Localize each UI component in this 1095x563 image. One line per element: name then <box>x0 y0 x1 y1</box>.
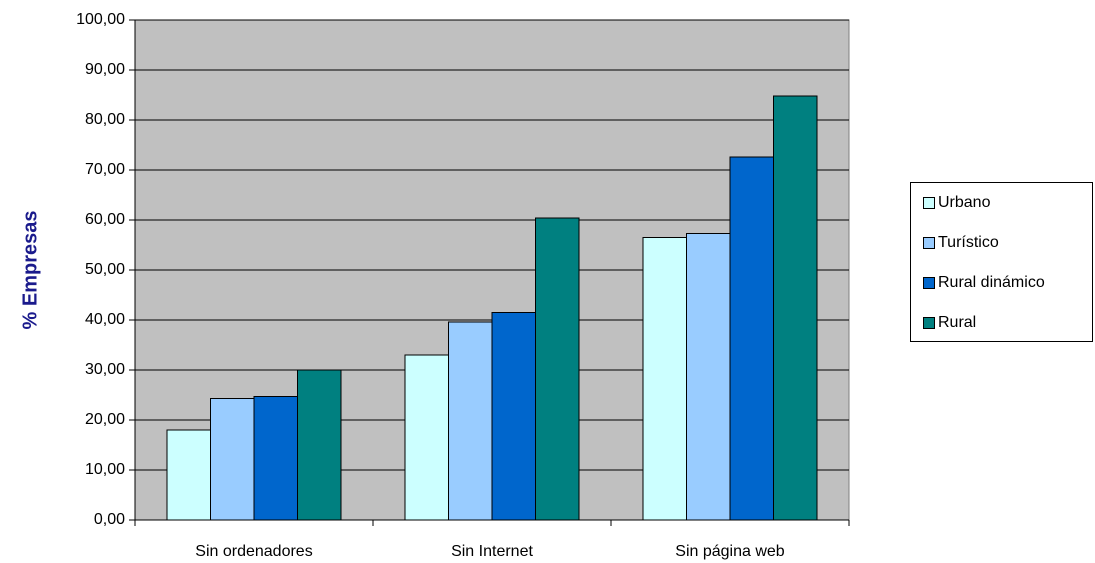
bar-urbano-2 <box>404 354 449 521</box>
y-tick-label: 100,00 <box>76 11 125 28</box>
y-axis-label: % Empresas <box>19 211 41 330</box>
y-tick-label: 30,00 <box>85 361 125 378</box>
bar-tur-stico-1 <box>210 398 255 521</box>
bar-rural-din-mico-2 <box>491 312 536 521</box>
y-tick-label: 90,00 <box>85 61 125 78</box>
y-tick-label: 80,00 <box>85 111 125 128</box>
legend-label: Turístico <box>938 234 999 251</box>
legend-swatch <box>923 237 935 249</box>
legend-swatch <box>923 317 935 329</box>
legend-item: Urbano <box>923 193 990 213</box>
y-tick-label: 60,00 <box>85 211 125 228</box>
y-tick-label: 40,00 <box>85 311 125 328</box>
bar-urbano-1 <box>166 429 211 521</box>
bar-rural-1 <box>297 369 342 521</box>
x-category-label: Sin página web <box>675 543 785 560</box>
x-category-label: Sin Internet <box>451 543 533 560</box>
bar-rural-din-mico-1 <box>253 396 298 521</box>
legend-label: Rural <box>938 314 977 331</box>
y-tick-label: 10,00 <box>85 461 125 478</box>
bar-tur-stico-3 <box>686 233 731 521</box>
y-tick-label: 20,00 <box>85 411 125 428</box>
y-tick-labels: 0,00 10,00 20,00 30,00 40,00 50,00 60,00 70,00 8… <box>76 11 125 528</box>
legend-swatch <box>923 277 935 289</box>
y-tick-label: 70,00 <box>85 161 125 178</box>
bar-tur-stico-2 <box>448 321 493 521</box>
bar-rural-2 <box>535 217 580 521</box>
x-category-labels: Sin ordenadores Sin Internet Sin página we… <box>195 543 785 560</box>
bar-rural-din-mico-3 <box>729 156 774 521</box>
legend: Urbano Turístico Rural dinámico Rural <box>910 182 1093 342</box>
legend-item: Turístico <box>923 233 999 253</box>
bar-rural-3 <box>773 95 818 521</box>
legend-item: Rural dinámico <box>923 273 1045 293</box>
y-tick-label: 50,00 <box>85 261 125 278</box>
legend-label: Rural dinámico <box>938 274 1045 291</box>
x-category-label: Sin ordenadores <box>195 543 312 560</box>
y-tick-label: 0,00 <box>94 511 125 528</box>
legend-item: Rural <box>923 313 976 333</box>
legend-swatch <box>923 197 935 209</box>
axes <box>129 19 850 526</box>
legend-label: Urbano <box>938 194 991 211</box>
bar-urbano-3 <box>642 237 687 521</box>
